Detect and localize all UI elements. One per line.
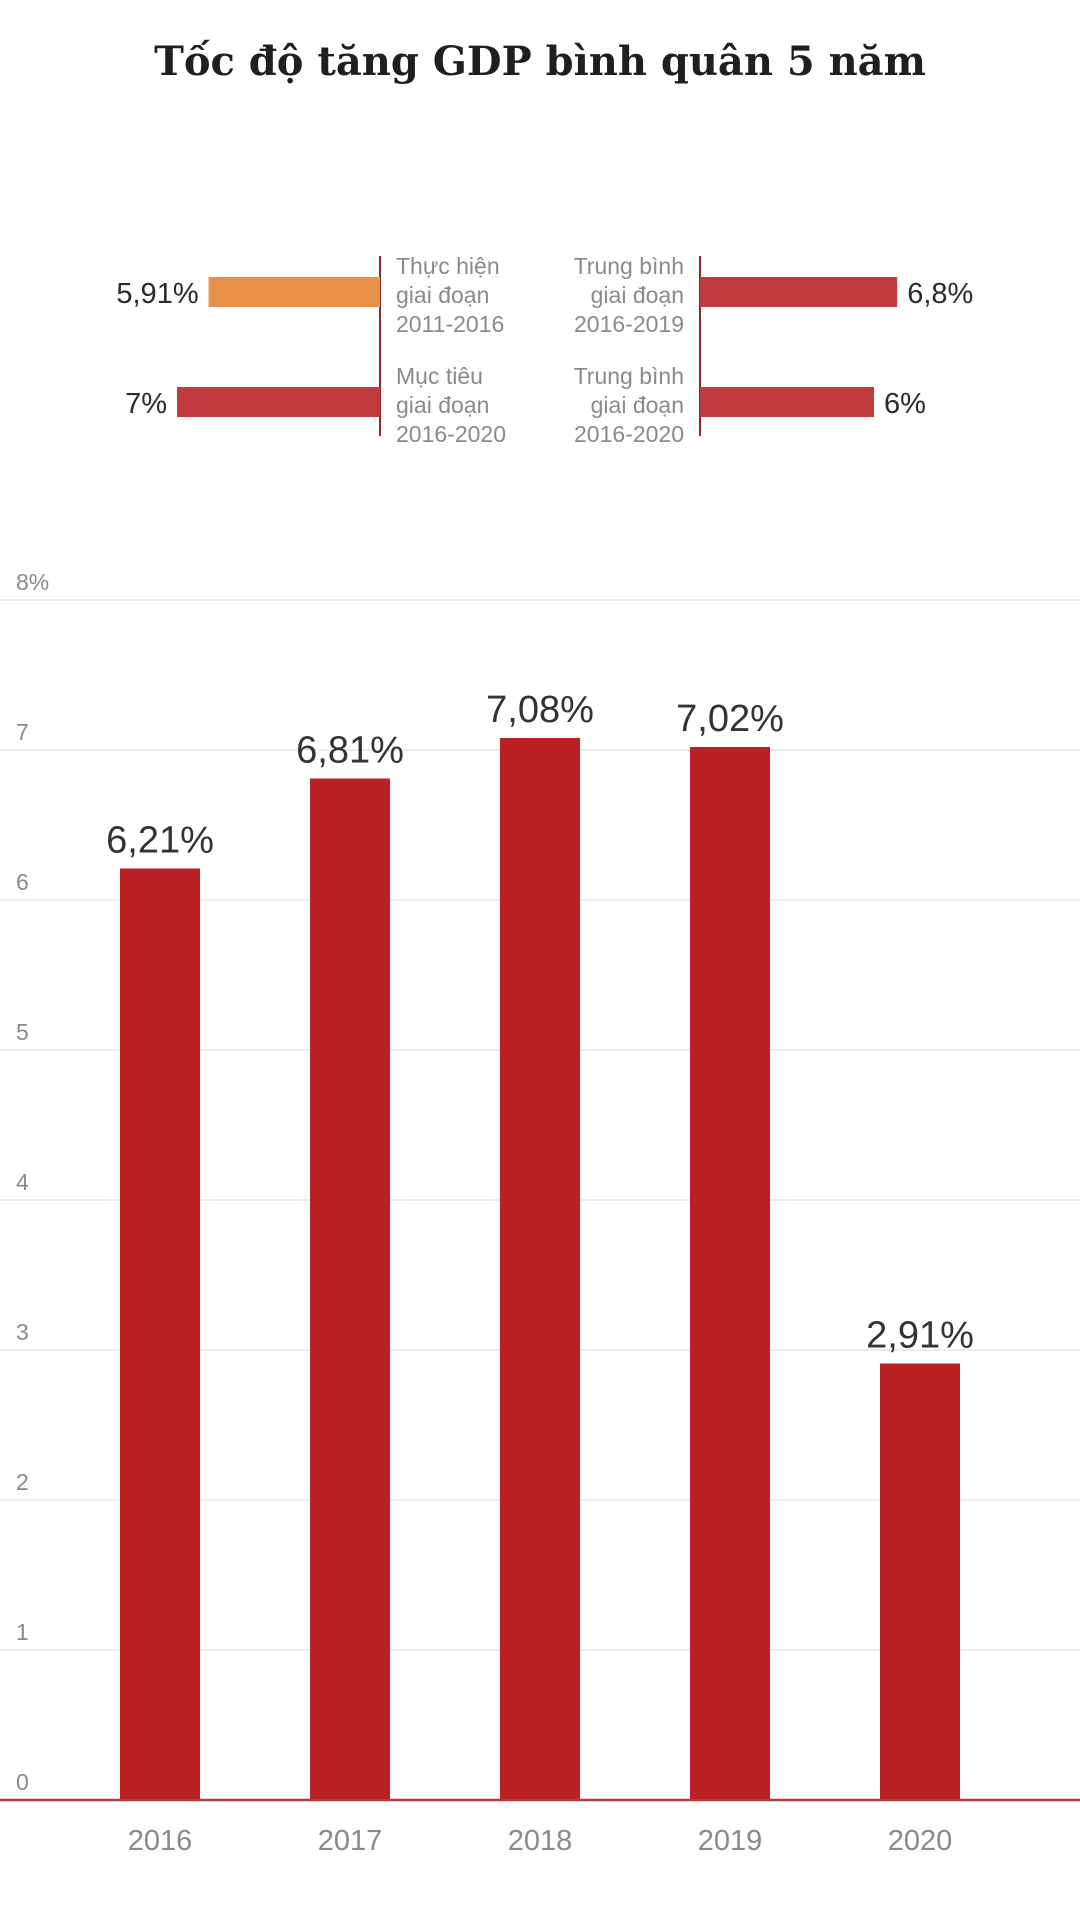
y-tick-label: 0 [16, 1769, 29, 1795]
summary-left-value-label: 5,91% [116, 278, 198, 310]
x-tick-label: 2017 [318, 1825, 383, 1857]
bar [880, 1363, 960, 1800]
y-tick-label: 5 [16, 1019, 29, 1045]
y-tick-label: 4 [16, 1169, 29, 1195]
bar-data-label: 6,81% [296, 730, 404, 772]
gdp-growth-bar-chart: 0 1 2 3 4 5 6 7 8% 6,21% 2016 6,81% 2017 7,08% 2018 7,0… [0, 569, 1080, 1857]
y-tick-label: 2 [16, 1469, 29, 1495]
summary-right-label: Trung bình giai đoạn 2016-2019 [574, 253, 684, 337]
summary-right-value-label: 6,8% [907, 278, 973, 310]
summary-left-bar [208, 277, 380, 307]
summary-left-label: Mục tiêu giai đoạn 2016-2020 [396, 363, 506, 447]
bar-data-label: 7,02% [676, 698, 784, 740]
bar [120, 868, 200, 1800]
bar-data-label: 6,21% [106, 820, 214, 862]
y-tick-label: 3 [16, 1319, 29, 1345]
summary-right-label: Trung bình giai đoạn 2016-2020 [574, 363, 684, 447]
bar-data-label: 2,91% [866, 1315, 974, 1357]
bar [310, 778, 390, 1800]
summary-right-bar [700, 277, 898, 307]
x-tick-label: 2019 [698, 1825, 763, 1857]
x-tick-label: 2018 [508, 1825, 573, 1857]
x-tick-label: 2020 [888, 1825, 953, 1857]
x-tick-label: 2016 [128, 1825, 193, 1857]
chart-title: Tốc độ tăng GDP bình quân 5 năm [154, 38, 926, 85]
bar [690, 747, 770, 1800]
summary-left-label: Thực hiện giai đoạn 2011-2016 [396, 253, 504, 337]
y-tick-label: 7 [16, 719, 29, 745]
summary-right-bar [700, 387, 874, 417]
y-tick-label: 6 [16, 869, 29, 895]
summary-right-value-label: 6% [884, 388, 926, 420]
y-tick-label: 1 [16, 1619, 29, 1645]
y-tick-label: 8% [16, 569, 49, 595]
bar-data-label: 7,08% [486, 689, 594, 731]
summary-left-value-label: 7% [125, 388, 167, 420]
summary-comparison: 5,91% Thực hiện giai đoạn 2011-2016 7% Mục ti… [116, 253, 973, 447]
summary-left-bar [177, 387, 380, 417]
bar [500, 738, 580, 1800]
